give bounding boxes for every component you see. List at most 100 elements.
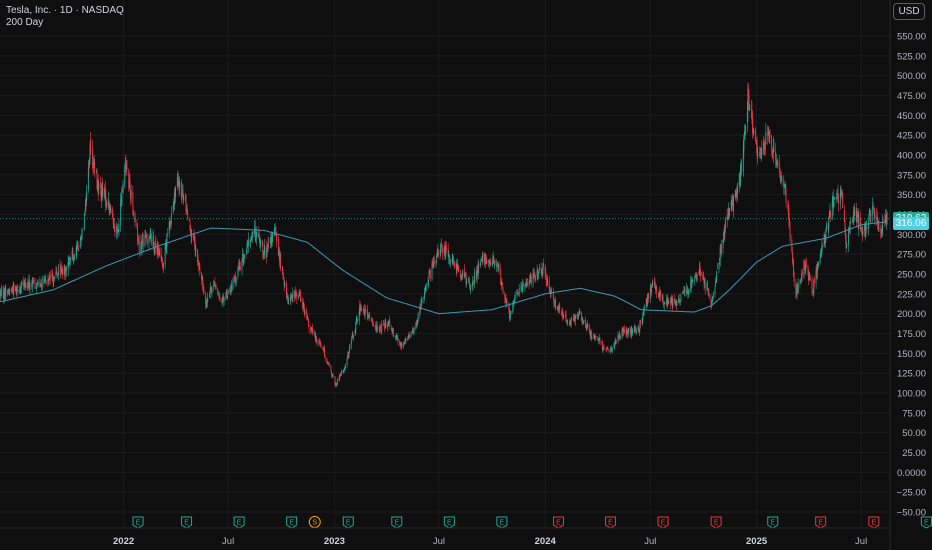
candle-body	[287, 295, 289, 301]
candle	[590, 329, 592, 342]
candle	[573, 313, 575, 322]
candle	[395, 333, 397, 340]
candle	[288, 298, 290, 305]
candle-body	[436, 253, 438, 257]
candle-body	[229, 290, 231, 292]
candle	[167, 227, 168, 238]
candle	[137, 222, 138, 246]
earnings-event-icon[interactable]: E	[815, 516, 827, 529]
currency-button[interactable]: USD	[893, 3, 925, 20]
earnings-event-icon[interactable]: E	[286, 516, 298, 529]
candle	[411, 327, 413, 334]
candle	[819, 253, 821, 265]
earnings-event-icon[interactable]: E	[391, 516, 403, 529]
candle-body	[485, 257, 487, 263]
candle-body	[724, 228, 726, 235]
earnings-event-icon[interactable]: E	[181, 516, 193, 529]
candle	[108, 191, 110, 211]
candle-body	[603, 347, 604, 349]
candle	[162, 262, 164, 273]
candle	[529, 275, 531, 286]
earnings-event-icon[interactable]: E	[233, 516, 245, 529]
candle-body	[1, 286, 3, 298]
candle-body	[836, 194, 838, 196]
candle-body	[280, 255, 282, 267]
candle	[828, 209, 830, 219]
candle	[664, 300, 666, 305]
split-event-icon[interactable]: S	[308, 516, 321, 528]
candle-body	[378, 326, 380, 330]
earnings-event-icon[interactable]: E	[920, 516, 932, 529]
price-tick-label: 275.00	[897, 250, 926, 261]
earnings-event-icon[interactable]: E	[767, 516, 779, 529]
candle	[219, 292, 220, 301]
candle-body	[683, 289, 685, 293]
candle	[28, 275, 30, 289]
candle	[547, 274, 548, 287]
candle-body	[737, 186, 738, 194]
candle-body	[294, 292, 295, 297]
candle-body	[381, 324, 383, 330]
candle-body	[286, 283, 287, 298]
candle	[826, 221, 827, 232]
candle	[783, 182, 785, 188]
candle	[193, 229, 195, 242]
candle	[496, 261, 498, 267]
earnings-event-icon[interactable]: E	[552, 516, 564, 529]
candle	[404, 336, 406, 344]
candle-body	[176, 177, 178, 187]
candle-body	[223, 298, 225, 301]
candle-body	[536, 270, 538, 276]
candle	[606, 346, 608, 350]
candle-body	[807, 265, 809, 275]
candle	[440, 242, 442, 257]
candle	[566, 319, 568, 324]
candle	[686, 282, 688, 296]
candle-body	[218, 295, 220, 297]
earnings-event-icon[interactable]: E	[868, 516, 880, 529]
earnings-event-icon[interactable]: E	[132, 516, 144, 529]
svg-text:E: E	[237, 520, 242, 527]
earnings-event-icon[interactable]: E	[710, 516, 722, 529]
candle-body	[646, 299, 648, 304]
candle	[459, 269, 461, 279]
candle-body	[376, 324, 378, 330]
candle	[383, 319, 385, 326]
candle	[613, 342, 615, 348]
candle	[467, 276, 469, 283]
candle-body	[651, 287, 652, 293]
candle-body	[589, 326, 591, 334]
candle-body	[808, 273, 810, 281]
svg-text:E: E	[500, 520, 505, 527]
candle-body	[105, 188, 107, 207]
candle	[152, 229, 154, 248]
candle	[80, 233, 82, 246]
candle	[506, 298, 507, 308]
candle	[708, 292, 710, 300]
candle	[241, 257, 243, 276]
candle	[471, 276, 473, 292]
candle	[32, 277, 34, 285]
candle	[724, 226, 726, 242]
candle-body	[452, 258, 454, 261]
earnings-event-icon[interactable]: E	[604, 516, 616, 529]
candle-body	[110, 208, 112, 214]
candle	[377, 326, 379, 333]
earnings-event-icon[interactable]: E	[496, 516, 508, 529]
earnings-event-icon[interactable]: E	[657, 516, 669, 529]
candle	[484, 252, 486, 267]
earnings-event-icon[interactable]: E	[342, 516, 354, 529]
candle	[366, 304, 368, 320]
candle-body	[39, 281, 41, 287]
candle	[501, 277, 503, 286]
candle-body	[619, 335, 621, 339]
candle	[480, 256, 482, 262]
candle	[816, 263, 818, 278]
candle-body	[193, 234, 195, 241]
candle-body	[516, 290, 518, 294]
candle	[458, 264, 460, 273]
candle	[809, 271, 811, 281]
candle	[437, 244, 439, 257]
earnings-event-icon[interactable]: E	[443, 516, 455, 529]
